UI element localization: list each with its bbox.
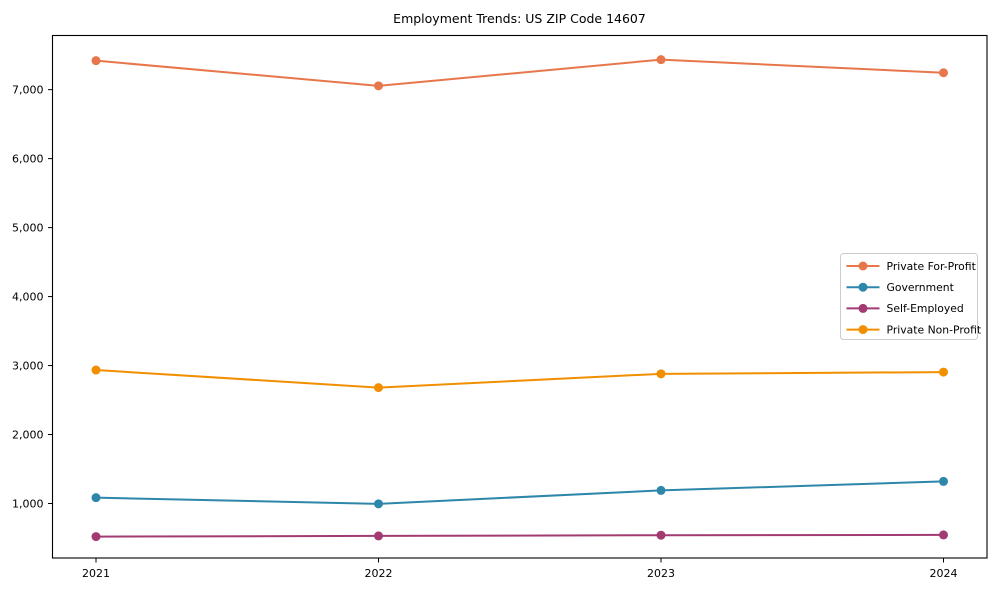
- data-point-marker: [656, 55, 666, 65]
- series-line: [95, 369, 945, 389]
- legend-item: Private Non-Profit: [846, 323, 982, 336]
- legend-item-label: Self-Employed: [887, 302, 964, 315]
- y-axis-tick-label: 3,000: [12, 359, 44, 372]
- data-point-marker: [374, 499, 384, 509]
- data-point-marker: [656, 530, 666, 540]
- data-point-marker: [91, 365, 101, 375]
- y-axis-tick-label: 2,000: [12, 428, 44, 441]
- plot-border: [51, 34, 988, 559]
- y-axis-tick-label: 4,000: [12, 290, 44, 303]
- series-line: [95, 533, 945, 538]
- y-axis-tick-label: 6,000: [12, 152, 44, 165]
- data-point-marker: [938, 68, 948, 78]
- series-line: [95, 58, 945, 87]
- legend-item-label: Private Non-Profit: [887, 323, 982, 336]
- data-point-marker: [374, 531, 384, 541]
- data-point-marker: [938, 530, 948, 540]
- data-point-marker: [91, 56, 101, 66]
- x-axis-tick-label: 2024: [929, 567, 957, 580]
- legend-item: Private For-Profit: [846, 260, 976, 273]
- legend: Private For-Profit Government Self-Employe…: [840, 253, 982, 340]
- data-point-marker: [374, 81, 384, 91]
- legend-item-label: Private For-Profit: [887, 260, 976, 273]
- x-axis-tick-label: 2022: [365, 567, 393, 580]
- data-point-marker: [938, 476, 948, 486]
- legend-item: Government: [846, 281, 954, 294]
- data-point-marker: [374, 383, 384, 393]
- legend-box: [840, 253, 978, 340]
- series-line: [95, 480, 945, 505]
- legend-item-label: Government: [887, 281, 954, 294]
- chart-title: Employment Trends: US ZIP Code 14607: [393, 11, 646, 26]
- legend-marker: [858, 261, 868, 271]
- y-axis-tick-label: 5,000: [12, 221, 44, 234]
- y-axis-tick-label: 1,000: [12, 497, 44, 510]
- data-point-marker: [91, 493, 101, 503]
- legend-marker: [858, 325, 868, 335]
- data-point-marker: [656, 485, 666, 495]
- data-point-marker: [656, 369, 666, 379]
- x-axis-tick-label: 2023: [647, 567, 675, 580]
- legend-marker: [858, 303, 868, 313]
- data-point-marker: [91, 532, 101, 542]
- data-point-marker: [938, 367, 948, 377]
- x-axis-tick-label: 2021: [82, 567, 110, 580]
- legend-item: Self-Employed: [846, 302, 964, 315]
- y-axis-tick-label: 7,000: [12, 83, 44, 96]
- legend-marker: [858, 282, 868, 292]
